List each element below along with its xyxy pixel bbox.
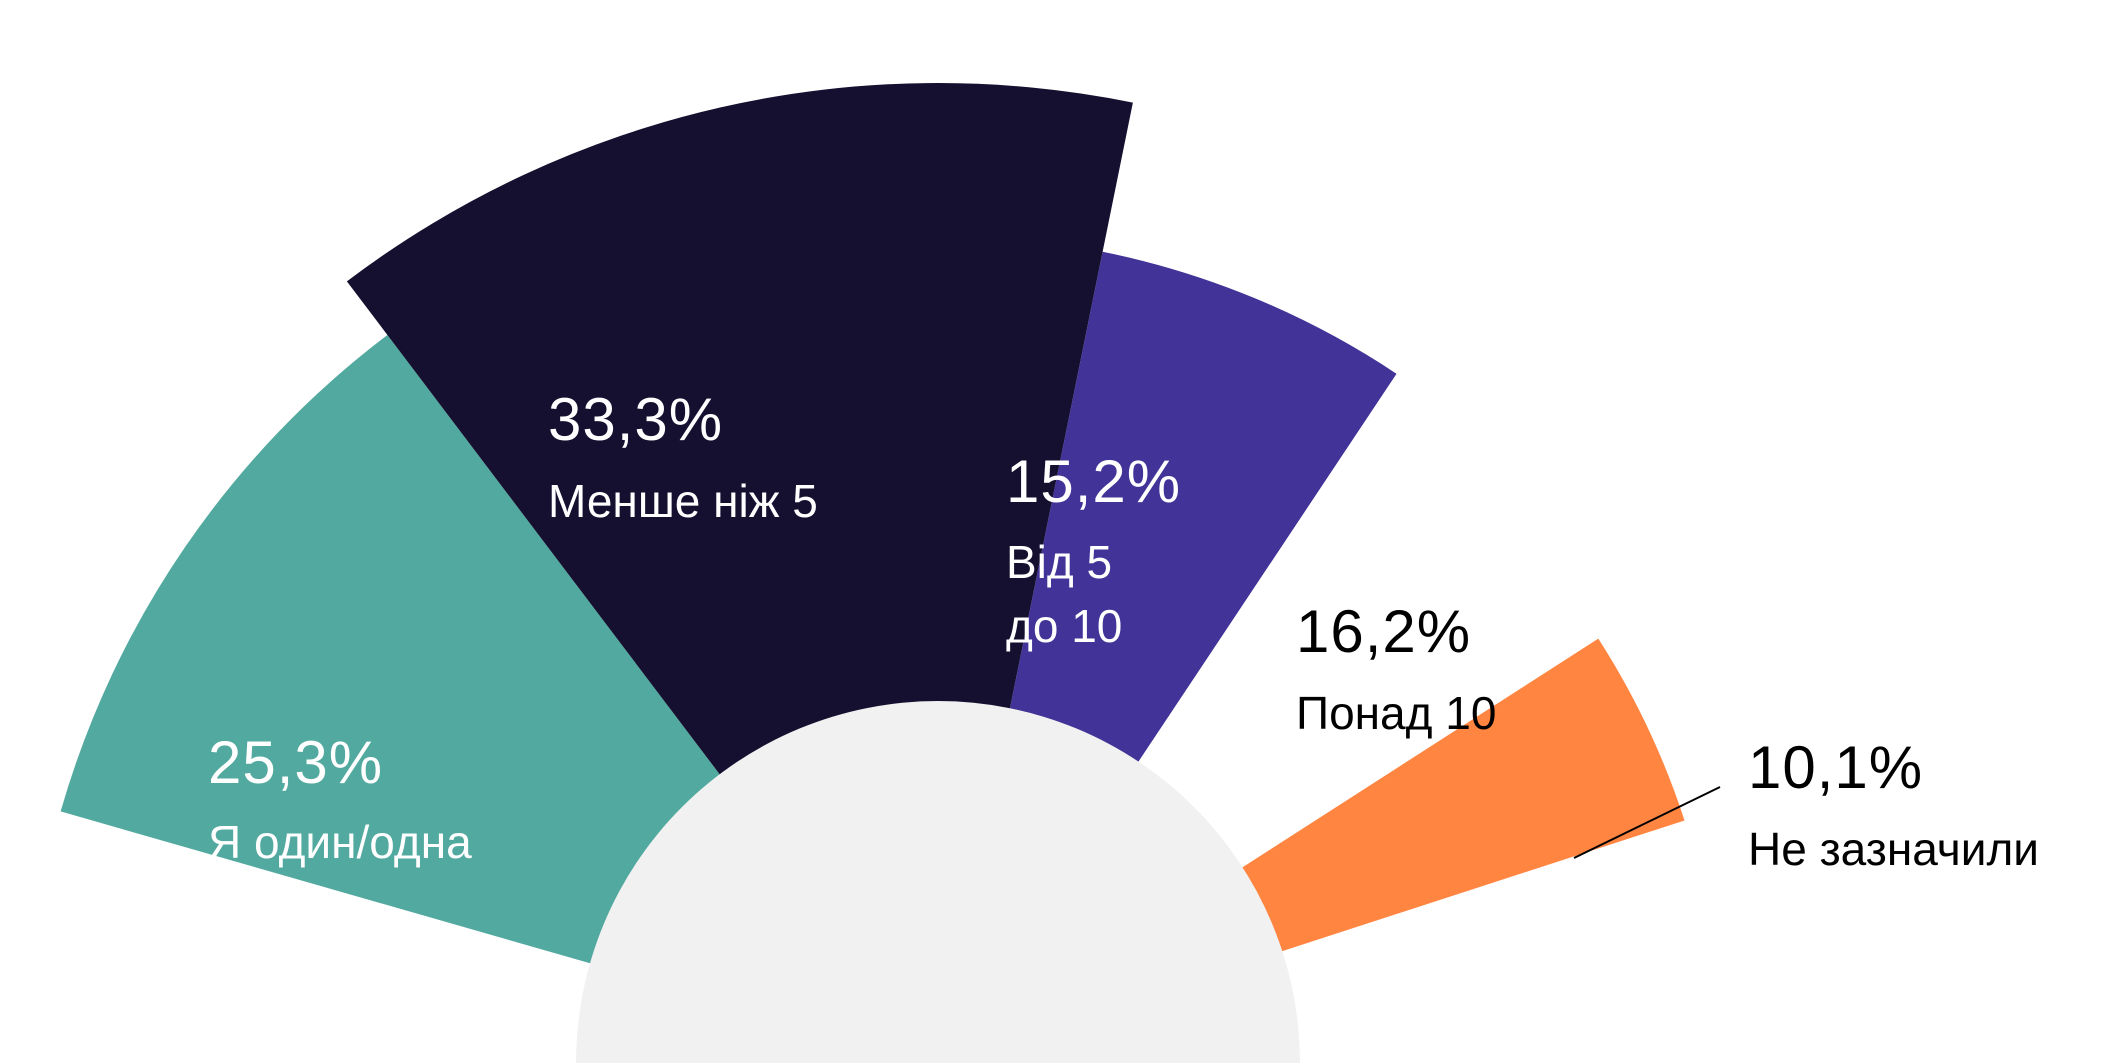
- slice-value: 16,2%: [1296, 598, 1472, 665]
- slice-category: Менше ніж 5: [548, 475, 818, 527]
- slice-category: Я один/одна: [208, 816, 472, 868]
- slice-ponad-10: [1127, 366, 1642, 879]
- leader-line-ne-zaznachyly: [1573, 786, 1721, 859]
- slice-label-vid-5-do-10: 15,2% Від 5 до 10: [1006, 452, 1181, 658]
- slice-label-ponad-10: 16,2% Понад 10: [1296, 598, 1497, 739]
- slice-label-menshe-5: 33,3% Менше ніж 5: [548, 386, 818, 527]
- center-disc: [576, 701, 1300, 1063]
- chart-slices: [60, 82, 1685, 969]
- slice-category: Не зазначили: [1748, 823, 2040, 875]
- slice-value: 25,3%: [208, 729, 384, 796]
- slice-category: Понад 10: [1296, 687, 1497, 739]
- slice-value: 15,2%: [1006, 448, 1182, 515]
- slice-value: 10,1%: [1748, 734, 1924, 801]
- slice-vid-5-do-10: [1006, 251, 1397, 779]
- slice-label-ne-zaznachyly: 10,1% Не зазначили: [1748, 734, 2040, 875]
- slice-category: Від 5 до 10: [1006, 536, 1123, 652]
- slice-value: 33,3%: [548, 386, 724, 453]
- slice-ne-zaznachyly: [1225, 638, 1685, 958]
- slice-label-ya-odyn: 25,3% Я один/одна: [208, 729, 472, 868]
- slice-menshe-5: [346, 82, 1133, 791]
- slice-ya-odyn: [60, 335, 732, 969]
